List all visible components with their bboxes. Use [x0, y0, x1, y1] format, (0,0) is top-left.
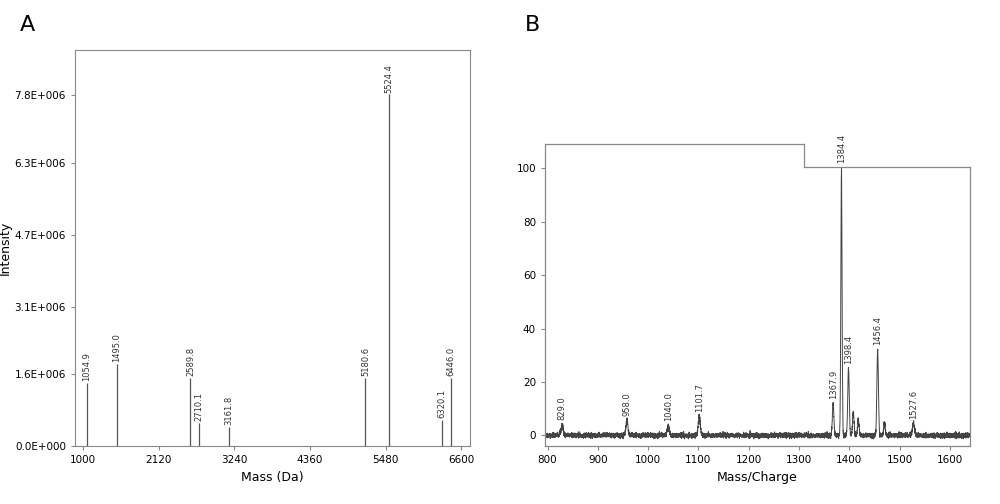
Text: B: B — [525, 15, 540, 35]
Text: 1384.4: 1384.4 — [837, 135, 846, 163]
Text: A: A — [20, 15, 35, 35]
Text: 2589.8: 2589.8 — [186, 347, 195, 376]
Text: 829.0: 829.0 — [558, 396, 567, 420]
Text: 3161.8: 3161.8 — [225, 396, 234, 425]
Y-axis label: Intensity: Intensity — [0, 221, 12, 275]
Text: 1040.0: 1040.0 — [664, 392, 673, 421]
Text: 958.0: 958.0 — [622, 392, 631, 416]
Text: 5524.4: 5524.4 — [384, 64, 393, 93]
Text: 2710.1: 2710.1 — [194, 392, 203, 421]
Text: 1367.9: 1367.9 — [829, 369, 838, 399]
Text: 1456.4: 1456.4 — [873, 316, 882, 345]
Text: 1101.7: 1101.7 — [695, 383, 704, 412]
Text: 6320.1: 6320.1 — [438, 389, 447, 418]
Text: 5180.6: 5180.6 — [361, 347, 370, 376]
Text: 1054.9: 1054.9 — [82, 352, 91, 382]
Text: 1527.6: 1527.6 — [909, 390, 918, 418]
X-axis label: Mass (Da): Mass (Da) — [241, 471, 304, 484]
X-axis label: Mass/Charge: Mass/Charge — [717, 471, 798, 484]
Text: 6446.0: 6446.0 — [446, 347, 455, 376]
Text: 1495.0: 1495.0 — [112, 334, 121, 362]
Text: 1398.4: 1398.4 — [844, 335, 853, 364]
